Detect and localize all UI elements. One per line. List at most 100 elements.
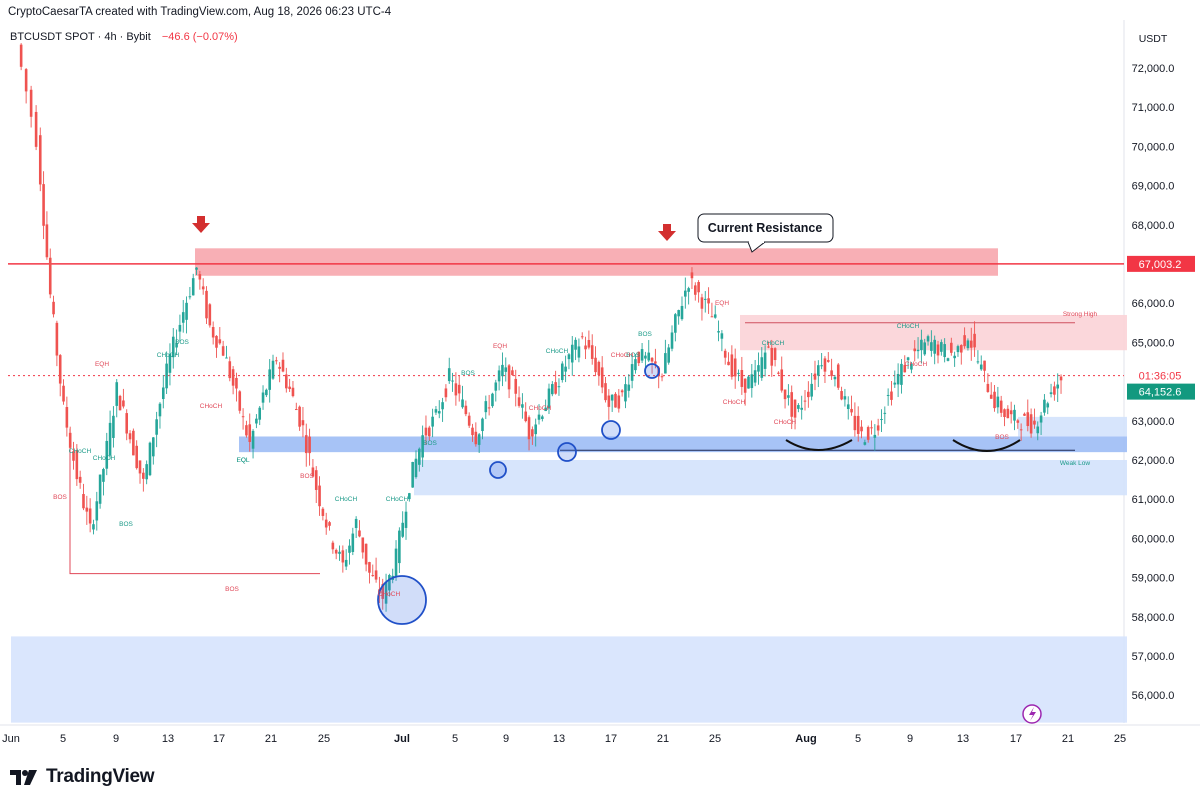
candle-body xyxy=(800,407,803,410)
candle-body xyxy=(275,360,278,362)
candle-body xyxy=(923,342,927,355)
candle-body xyxy=(747,376,750,389)
candle-body xyxy=(427,427,431,437)
candle-body xyxy=(504,367,508,372)
candle-body xyxy=(431,416,434,427)
tradingview-logo[interactable]: TradingView xyxy=(10,766,155,788)
support-zone-upper xyxy=(239,436,1127,453)
support-touch-circle xyxy=(377,575,427,625)
candle-body xyxy=(760,357,764,378)
candle-body xyxy=(388,575,391,591)
time-tick-label: Jun xyxy=(2,733,20,745)
candle-body xyxy=(374,570,378,580)
candle-body xyxy=(398,530,401,564)
candle-body xyxy=(408,493,411,500)
candle-body xyxy=(328,522,331,526)
candle-body xyxy=(98,474,102,504)
candle-body xyxy=(304,435,308,454)
candle-body xyxy=(288,386,291,390)
symbol-name: BTCUSDT SPOT · 4h · Bybit xyxy=(10,31,151,43)
candle-body xyxy=(966,340,970,349)
candle-body xyxy=(564,366,567,372)
candle-body xyxy=(886,394,890,396)
candle-body xyxy=(92,524,95,530)
candle-body xyxy=(823,358,827,372)
candle-body xyxy=(710,316,714,318)
candle-body xyxy=(684,290,687,297)
candle-body xyxy=(973,333,976,348)
candle-body xyxy=(414,458,418,478)
structure-label: CHoCH xyxy=(897,323,920,330)
candle-body xyxy=(900,363,903,385)
candle-body xyxy=(161,387,165,400)
candle-body xyxy=(195,267,198,270)
candle-body xyxy=(24,69,28,92)
time-tick-label: 17 xyxy=(605,733,617,745)
candle-body xyxy=(660,376,664,378)
callout-pointer-mask xyxy=(749,240,764,243)
structure-label: CHoCH xyxy=(762,340,785,347)
candle-body xyxy=(484,401,488,413)
candle-body xyxy=(979,364,983,370)
candle-body xyxy=(278,366,281,369)
candle-body xyxy=(464,405,468,415)
candle-body xyxy=(600,367,604,388)
candle-body xyxy=(132,430,135,456)
candle-body xyxy=(1049,392,1053,395)
tradingview-brand: TradingView xyxy=(46,766,155,787)
candle-body xyxy=(773,348,777,361)
candle-body xyxy=(930,342,933,351)
candle-body xyxy=(211,327,215,338)
candle-body xyxy=(607,395,611,407)
candle-body xyxy=(703,298,707,300)
candle-body xyxy=(853,415,857,431)
structure-label: EQH xyxy=(95,361,109,368)
candle-body xyxy=(311,467,315,477)
price-tick-label: 57,000.0 xyxy=(1132,651,1175,663)
candle-body xyxy=(996,396,1000,408)
candle-body xyxy=(45,224,49,258)
candle-body xyxy=(863,442,867,445)
candle-body xyxy=(58,355,62,384)
candle-body xyxy=(813,373,817,380)
candle-body xyxy=(674,314,677,333)
candle-body xyxy=(318,485,321,507)
candle-body xyxy=(713,314,717,318)
candle-body xyxy=(324,519,328,528)
candle-body xyxy=(497,370,501,382)
candle-body xyxy=(218,339,222,344)
candle-body xyxy=(298,406,301,427)
candle-body xyxy=(34,111,38,147)
candle-body xyxy=(88,508,92,524)
candle-body xyxy=(876,425,880,431)
candle-body xyxy=(178,324,182,332)
candle-body xyxy=(693,285,697,295)
candle-body xyxy=(261,392,265,403)
candle-body xyxy=(118,395,122,411)
candle-body xyxy=(737,372,740,374)
candle-body xyxy=(401,522,404,537)
rounded-bottom-arc xyxy=(785,439,853,451)
callout-text: Current Resistance xyxy=(708,221,823,235)
down-arrow-icon xyxy=(658,224,676,241)
candle-body xyxy=(913,348,917,352)
candle-body xyxy=(268,369,271,390)
candle-body xyxy=(1036,426,1040,434)
candle-body xyxy=(587,340,591,348)
price-tick-label: 72,000.0 xyxy=(1132,63,1175,75)
resistance-price-label: 67,003.2 xyxy=(1139,259,1182,271)
structure-label: CHoCH xyxy=(774,419,797,426)
resistance-zone xyxy=(195,248,998,276)
candle-body xyxy=(817,365,820,376)
last-price-label: 64,152.6 xyxy=(1139,387,1182,399)
candle-body xyxy=(833,376,837,380)
symbol-info[interactable]: BTCUSDT SPOT · 4h · Bybit −46.6 (−0.07%) xyxy=(10,31,238,43)
candle-body xyxy=(221,346,225,356)
time-tick-label: Aug xyxy=(795,733,816,745)
time-tick-label: 25 xyxy=(318,733,330,745)
time-tick-label: 13 xyxy=(553,733,565,745)
candle-body xyxy=(29,89,33,117)
candle-body xyxy=(650,357,654,362)
candle-body xyxy=(1006,408,1010,419)
